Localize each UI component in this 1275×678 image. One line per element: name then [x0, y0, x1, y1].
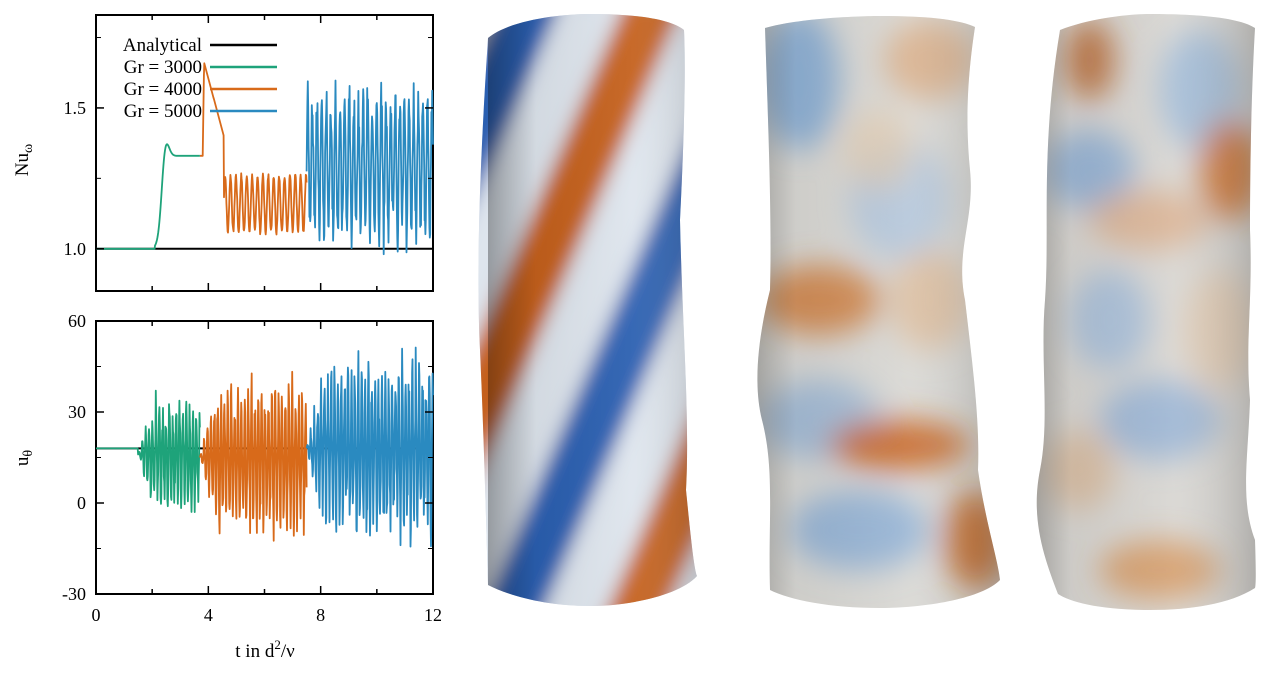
nu-series-3 [305, 79, 434, 256]
utheta-series-group [95, 346, 434, 548]
nu-series-2 [199, 62, 308, 236]
cylinder-3-rendering [1036, 14, 1256, 610]
utheta-panel: -30 0 30 60 0 4 8 12 uθ t in d2/ν [12, 311, 442, 662]
nu-ylabel-sub: ω [21, 144, 36, 153]
nu-ylabel: Nuω [12, 144, 36, 176]
x-axis-label-main: t in d [235, 641, 275, 662]
legend-label-2: Gr = 4000 [124, 79, 202, 100]
utheta-series-3 [305, 346, 434, 548]
nu-ytick-label-1: 1.5 [64, 98, 87, 118]
nu-ticks-group: 1.0 1.5 [64, 15, 434, 291]
utheta-series-2 [199, 370, 308, 542]
utheta-ytick-label-2: 30 [68, 402, 86, 422]
utheta-series-1 [95, 389, 201, 513]
utheta-ylabel: uθ [12, 450, 36, 467]
utheta-ytick-label-0: -30 [62, 584, 86, 604]
utheta-ylabel-main: u [12, 456, 33, 466]
utheta-ticks-group: -30 0 30 60 0 4 8 12 [62, 311, 442, 625]
utheta-xtick-label-2: 8 [316, 605, 325, 625]
utheta-ytick-label-1: 0 [77, 493, 86, 513]
utheta-xtick-label-1: 4 [204, 605, 213, 625]
x-axis-label-sup: 2 [274, 637, 281, 652]
utheta-ytick-label-3: 60 [68, 311, 86, 331]
utheta-xtick-label-3: 12 [424, 605, 442, 625]
utheta-ylabel-sub: θ [21, 450, 36, 457]
legend-label-1: Gr = 3000 [124, 57, 202, 78]
nu-ytick-label-0: 1.0 [64, 239, 87, 259]
nu-ylabel-main: Nu [12, 153, 33, 177]
legend-label-3: Gr = 5000 [124, 101, 202, 122]
nu-series-group [95, 62, 434, 256]
utheta-xtick-label-0: 0 [92, 605, 101, 625]
legend-label-0: Analytical [123, 35, 202, 56]
cylinder-2-rendering [757, 16, 1000, 608]
nu-series-1 [95, 143, 201, 250]
x-axis-label: t in d2/ν [235, 637, 295, 662]
x-axis-label-tail: /ν [281, 641, 295, 662]
